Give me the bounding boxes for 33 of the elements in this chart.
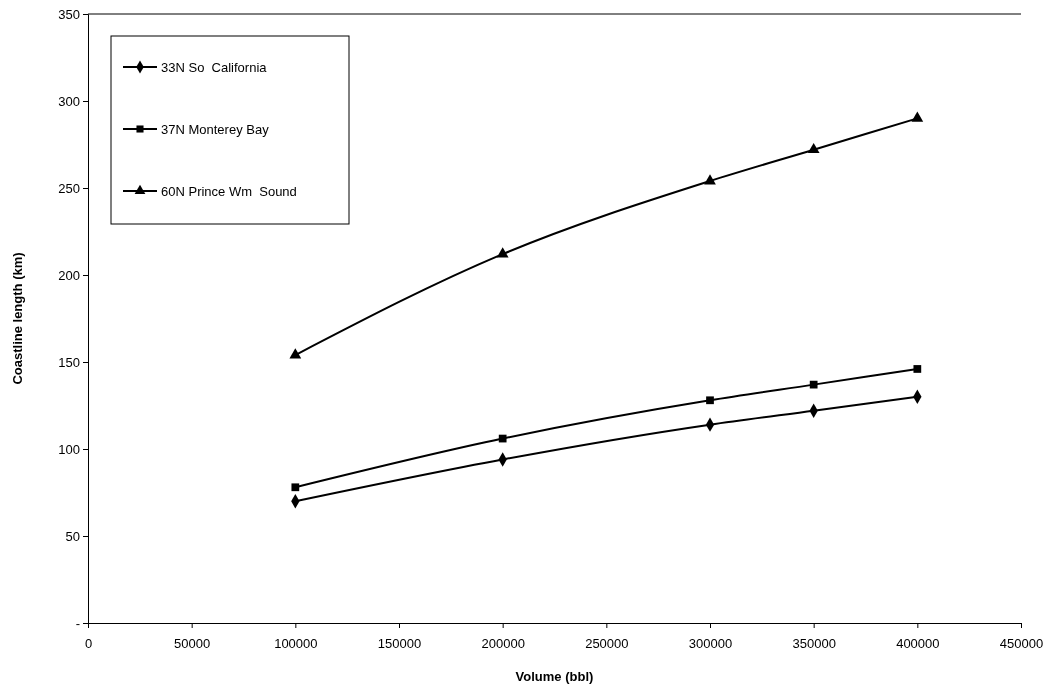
point — [291, 483, 300, 492]
y-tick-label: 200 — [58, 267, 80, 283]
point — [498, 434, 507, 443]
point — [807, 142, 820, 154]
y-tick-label: 300 — [58, 93, 80, 109]
y-tick-label: 150 — [58, 354, 80, 370]
x-tick-label: 250000 — [585, 635, 629, 651]
x-tick-label: 50000 — [174, 635, 211, 651]
point — [911, 111, 924, 122]
x-tick-label: 300000 — [688, 635, 733, 651]
point — [289, 348, 302, 359]
point — [706, 396, 714, 405]
y-axis-title: Coastline length (km) — [10, 252, 25, 385]
x-axis-title: Volume (bbl) — [515, 669, 594, 684]
point — [496, 247, 509, 258]
x-tick-label: 400000 — [896, 635, 940, 651]
legend-label: 33N So California — [161, 60, 268, 75]
y-tick-label: 100 — [58, 441, 80, 457]
legend-label: 60N Prince Wm Sound — [161, 184, 297, 199]
x-tick-label: 200000 — [481, 635, 525, 651]
y-tick-label: 250 — [58, 180, 80, 196]
point — [913, 365, 922, 373]
x-tick-label: 0 — [84, 635, 93, 651]
x-tick-label: 100000 — [274, 635, 318, 651]
point — [704, 174, 716, 185]
point — [809, 380, 818, 389]
x-tick-label: 350000 — [792, 635, 836, 651]
y-tick-label: 50 — [65, 528, 80, 544]
y-tick-label: - — [75, 615, 80, 631]
x-tick-label: 450000 — [999, 635, 1044, 651]
y-tick-label: 350 — [58, 6, 80, 22]
legend-label: 37N Monterey Bay — [161, 122, 270, 137]
x-tick-label: 150000 — [377, 635, 422, 651]
